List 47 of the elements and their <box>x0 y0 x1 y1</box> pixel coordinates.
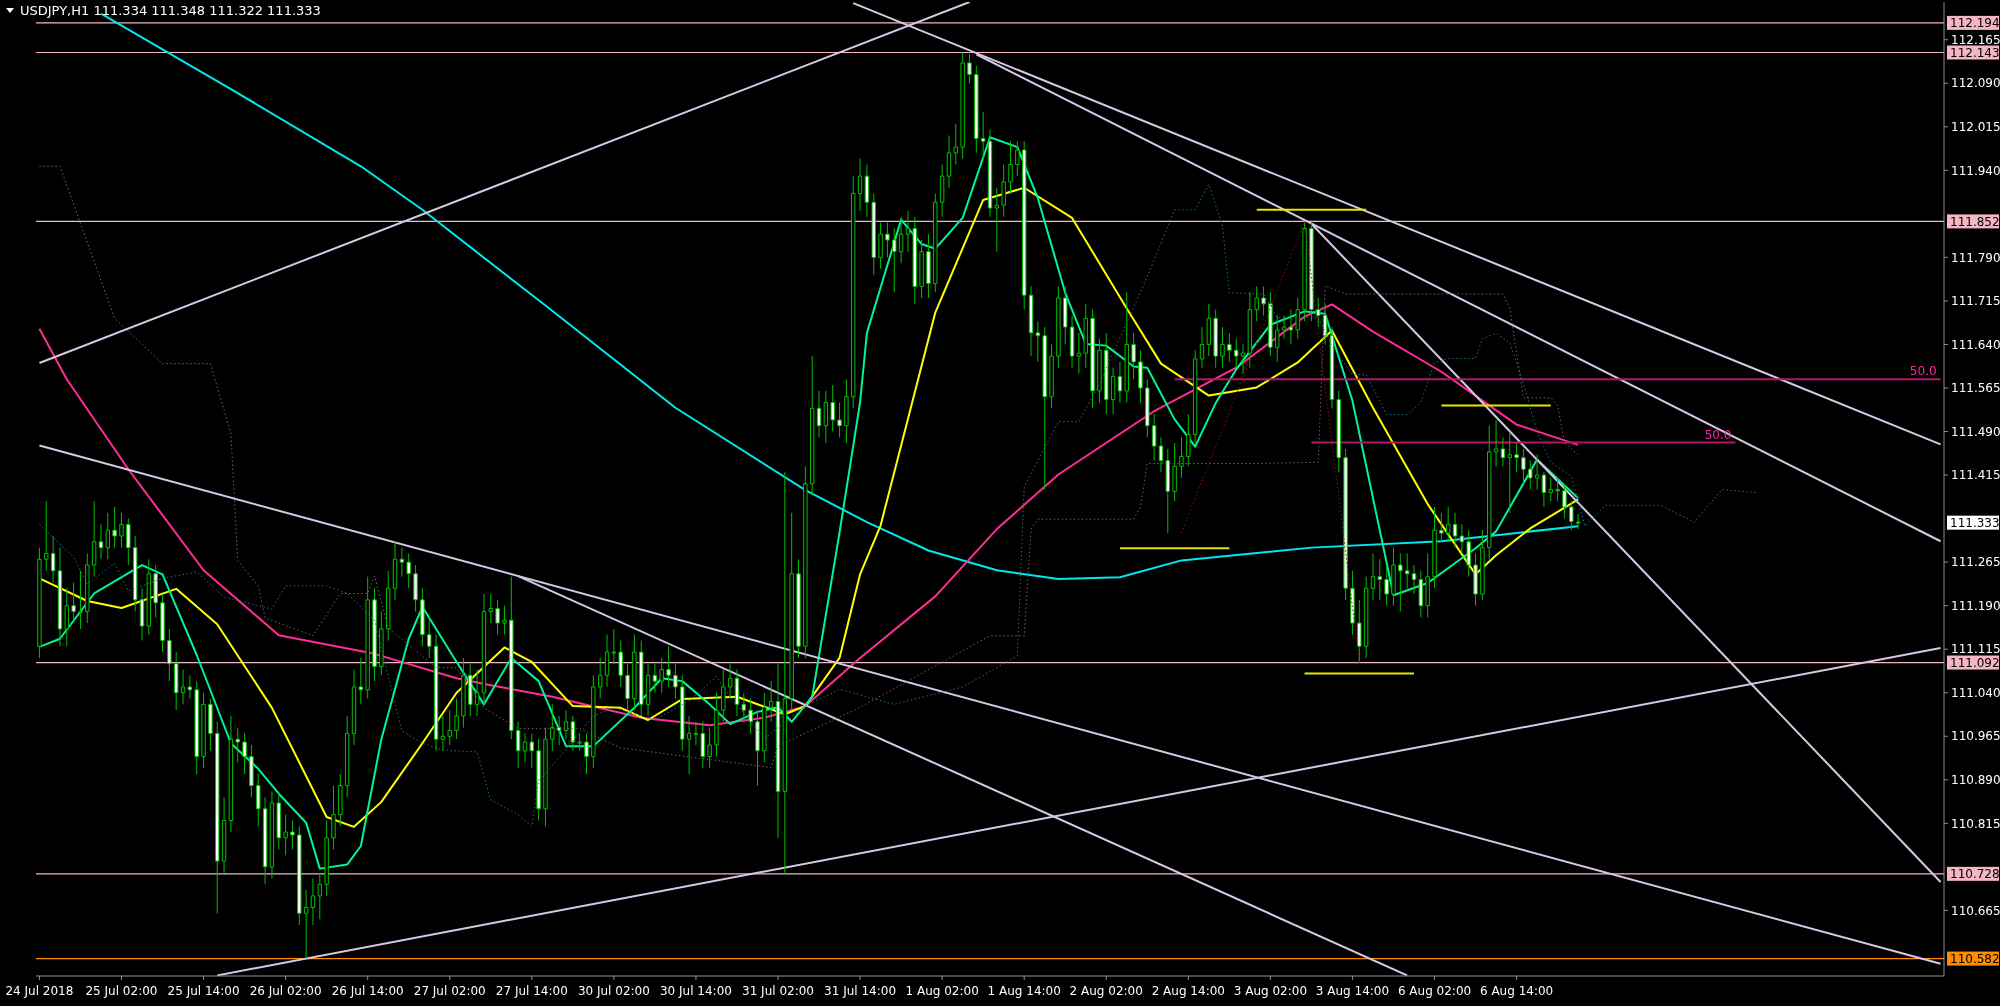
x-tick-label: 3 Aug 02:00 <box>1233 984 1308 998</box>
y-tick-label: 112.165 <box>1951 32 2000 47</box>
x-tick-label: 1 Aug 14:00 <box>987 984 1061 998</box>
x-tick-label: 24 Jul 2018 <box>5 984 74 998</box>
y-tick-label: 111.940 <box>1951 163 2000 178</box>
x-tick-label: 1 Aug 02:00 <box>905 984 979 998</box>
x-tick-label: 6 Aug 02:00 <box>1397 984 1472 998</box>
x-tick-label: 27 Jul 14:00 <box>495 984 568 998</box>
y-tick-label: 111.415 <box>1951 468 2000 483</box>
x-tick-label: 31 Jul 14:00 <box>824 984 897 998</box>
series-label: 50.0 <box>1909 364 1937 379</box>
x-tick-label: 3 Aug 14:00 <box>1315 984 1390 998</box>
x-tick-label: 27 Jul 02:00 <box>413 984 486 998</box>
y-tick-label: 111.715 <box>1951 294 2000 309</box>
y-tick-label: 110.965 <box>1951 729 2000 744</box>
x-tick-label: 26 Jul 14:00 <box>331 984 404 998</box>
x-tick-label: 6 Aug 14:00 <box>1479 984 1554 998</box>
x-tick-label: 26 Jul 02:00 <box>249 984 322 998</box>
y-tick-label: 111.265 <box>1951 555 2000 570</box>
x-tick-label: 30 Jul 14:00 <box>659 984 732 998</box>
text: 111.333 <box>1950 515 2000 530</box>
ref-line-label: 112.143 <box>1950 45 2000 60</box>
y-tick-label: 111.790 <box>1951 250 2000 265</box>
x-tick-label: 30 Jul 02:00 <box>577 984 650 998</box>
ref-line-label: 110.582 <box>1950 951 2000 966</box>
y-tick-label: 111.565 <box>1951 381 2000 396</box>
y-tick-label: 111.040 <box>1951 685 2000 700</box>
x-tick-label: 2 Aug 02:00 <box>1069 984 1143 998</box>
y-tick-label: 112.015 <box>1951 120 2000 134</box>
series-label: 50.0 <box>1704 427 1732 442</box>
y-tick-label: 110.665 <box>1951 903 2000 918</box>
y-tick-label: 112.090 <box>1951 76 2000 91</box>
ref-line-label: 111.852 <box>1950 214 2000 229</box>
chart-title: USDJPY,H1 111.334 111.348 111.322 111.333 <box>20 3 321 18</box>
y-tick-label: 110.815 <box>1951 816 2000 831</box>
x-tick-label: 25 Jul 02:00 <box>85 984 158 998</box>
y-tick-label: 111.640 <box>1951 337 2000 352</box>
ref-line-label: 111.092 <box>1950 655 2000 670</box>
x-tick-label: 31 Jul 02:00 <box>742 984 814 998</box>
ref-line-label: 110.728 <box>1950 867 2000 882</box>
y-tick-label: 111.115 <box>1951 642 2000 657</box>
x-tick-label: 2 Aug 14:00 <box>1151 984 1225 998</box>
y-tick-label: 110.890 <box>1951 773 2000 788</box>
y-tick-label: 111.490 <box>1951 424 2000 439</box>
ref-line-label: 112.194 <box>1950 16 2000 31</box>
x-tick-label: 25 Jul 14:00 <box>167 984 240 998</box>
y-tick-label: 111.190 <box>1951 598 2000 613</box>
